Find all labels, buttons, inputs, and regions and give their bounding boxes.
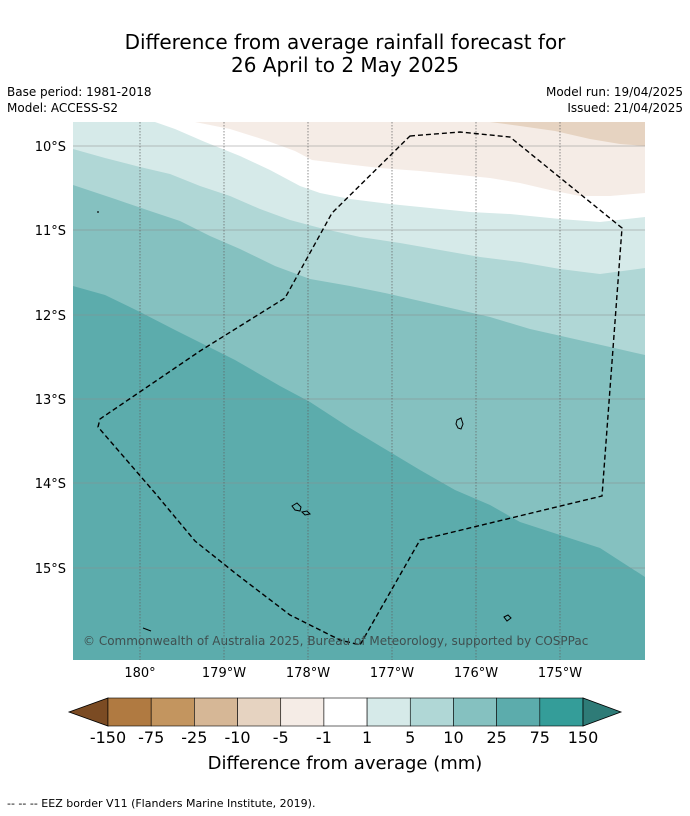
island-small-west (142, 627, 152, 632)
colorbar: -150 -75 -25 -10 -5 -1 1 5 10 25 75 150 (67, 697, 623, 747)
eez-legend-text: -- -- -- EEZ border V11 (Flanders Marine… (7, 797, 316, 810)
colorbar-tick-label: -25 (181, 728, 207, 747)
colorbar-bin (496, 697, 541, 727)
islet-dot (97, 211, 99, 213)
band-minus5-minus1 (195, 122, 645, 196)
colorbar-extend-low (67, 697, 109, 727)
colorbar-bin (194, 697, 238, 727)
lat-label: 10°S (35, 140, 66, 155)
island-futuna (291, 502, 302, 512)
lat-label: 13°S (35, 393, 66, 408)
lon-label: 175°W (538, 666, 582, 681)
colorbar-bin (453, 697, 497, 727)
title-line-2: 26 April to 2 May 2025 (231, 53, 459, 77)
title-line-1: Difference from average rainfall forecas… (124, 30, 566, 54)
colorbar-tick-label: -5 (273, 728, 289, 747)
colorbar-bin (539, 697, 584, 727)
lon-label: 178°W (286, 666, 330, 681)
lon-gridlines (139, 122, 561, 660)
colorbar-tick-label: 1 (362, 728, 372, 747)
colorbar-tick-label: 150 (568, 728, 599, 747)
lon-label: 180° (124, 666, 155, 681)
colorbar-tick-label: 5 (405, 728, 415, 747)
island-alofi (300, 510, 312, 516)
lon-label: 176°W (454, 666, 498, 681)
colorbar-tick-label: 75 (530, 728, 550, 747)
island-wallis (455, 417, 464, 430)
issued-text: Issued: 21/04/2025 (567, 101, 683, 115)
colorbar-tick-label: -75 (138, 728, 164, 747)
colorbar-bin (237, 697, 282, 727)
meta-left: Base period: 1981-2018 Model: ACCESS-S2 (7, 84, 152, 116)
colorbar-bin (150, 697, 195, 727)
colorbar-tick-label: -10 (224, 728, 250, 747)
colorbar-bin (323, 697, 368, 727)
lat-label: 12°S (35, 309, 66, 324)
model-run-text: Model run: 19/04/2025 (545, 85, 683, 99)
colorbar-bin (107, 697, 152, 727)
lat-gridlines (73, 145, 645, 569)
colorbar-bin (409, 697, 454, 727)
colorbar-tick-label: 10 (443, 728, 463, 747)
base-period-text: Base period: 1981-2018 (7, 85, 152, 99)
map-title: Difference from average rainfall forecas… (0, 31, 690, 77)
colorbar-title: Difference from average (mm) (207, 753, 483, 774)
colorbar-tick-label: -1 (316, 728, 332, 747)
lon-label: 179°W (202, 666, 246, 681)
meta-right: Model run: 19/04/2025 Issued: 21/04/2025 (546, 84, 683, 116)
colorbar-tick-label: -150 (90, 728, 126, 747)
colorbar-tick-label: 25 (486, 728, 506, 747)
eez-border (97, 131, 623, 646)
colorbar-bin (366, 697, 411, 727)
model-text: Model: ACCESS-S2 (7, 101, 119, 115)
lat-label: 14°S (35, 477, 66, 492)
lat-label: 15°S (35, 562, 66, 577)
colorbar-bin (280, 697, 325, 727)
lat-labels: 10°S 11°S 12°S 13°S 14°S 15°S (35, 140, 66, 577)
band-minus10-minus5 (490, 122, 645, 146)
copyright-text: © Commonwealth of Australia 2025, Bureau… (83, 634, 588, 648)
island-small-east (503, 614, 512, 622)
rainfall-map: © Commonwealth of Australia 2025, Bureau… (73, 122, 645, 660)
lat-label: 11°S (35, 224, 66, 239)
lon-labels: 180° 179°W 178°W 177°W 176°W 175°W (124, 666, 582, 681)
colorbar-extend-high (582, 697, 623, 727)
lon-label: 177°W (370, 666, 414, 681)
